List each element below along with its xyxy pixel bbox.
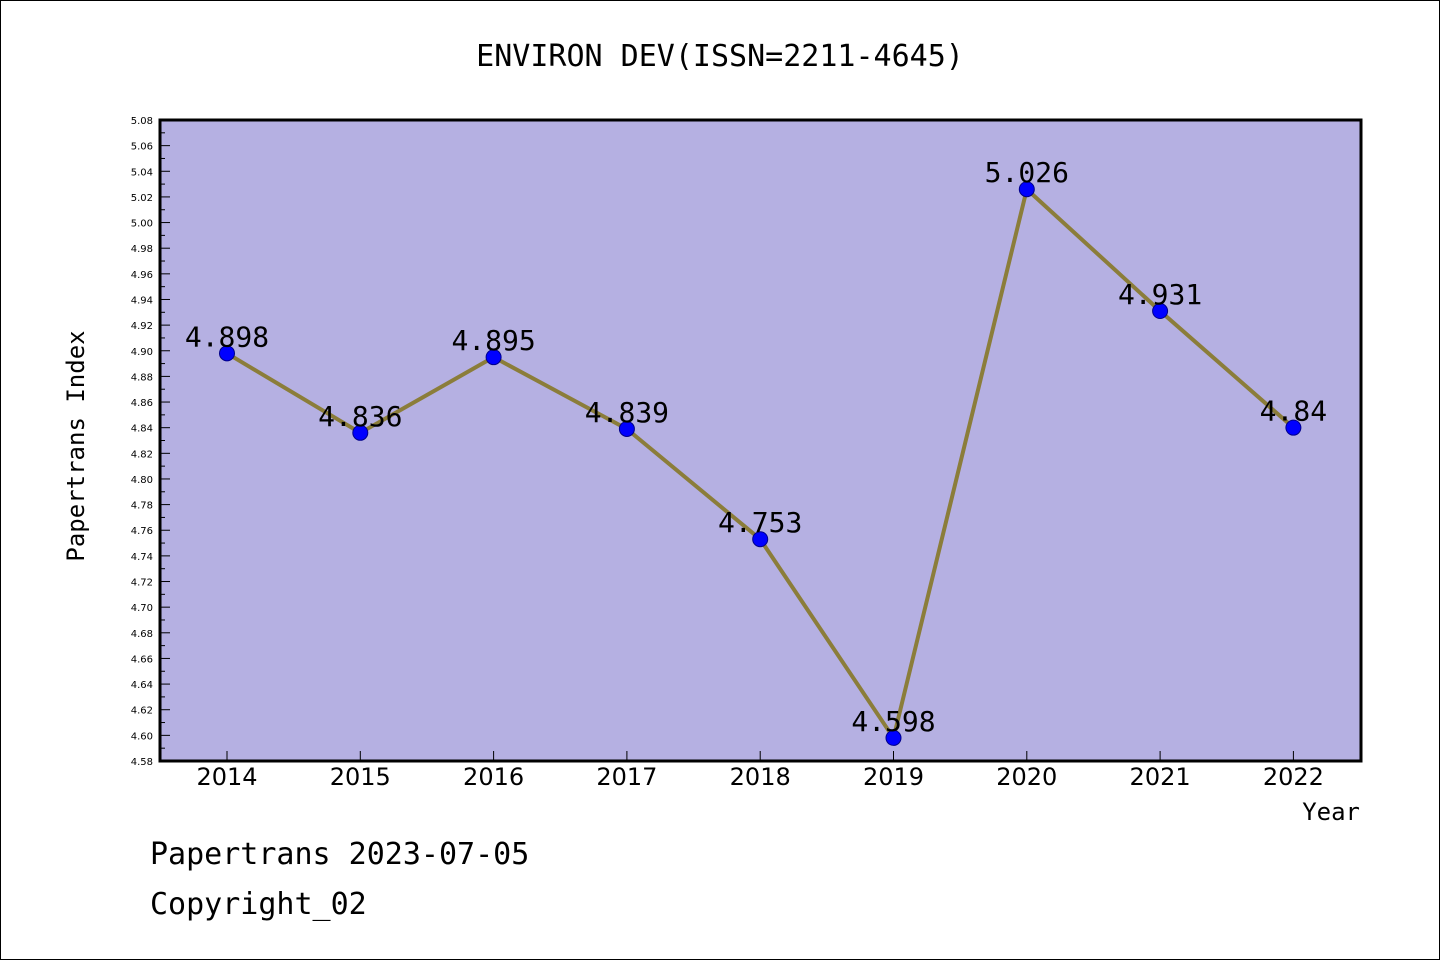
data-label: 4.836 — [318, 400, 402, 433]
data-point — [1285, 419, 1302, 436]
data-label: 4.84 — [1260, 395, 1327, 428]
y-tick-label: 5.04 — [131, 167, 153, 178]
y-tick-label: 4.84 — [131, 424, 153, 435]
y-tick-label: 4.86 — [131, 398, 153, 409]
data-point — [885, 729, 902, 746]
y-tick-label: 4.82 — [131, 449, 153, 460]
plot-area — [158, 118, 1363, 763]
y-tick-label: 4.62 — [131, 706, 153, 717]
x-tick-label: 2021 — [1130, 763, 1191, 791]
data-label: 4.898 — [185, 320, 269, 353]
data-label: 5.026 — [985, 156, 1069, 189]
data-point — [752, 531, 769, 548]
y-tick-label: 4.68 — [131, 629, 153, 640]
chart-title: ENVIRON DEV(ISSN=2211-4645) — [476, 39, 964, 74]
y-tick-label: 4.90 — [131, 347, 153, 358]
x-tick-label: 2020 — [996, 763, 1057, 791]
data-point — [485, 349, 502, 366]
x-tick-label: 2017 — [596, 763, 657, 791]
y-tick-label: 4.72 — [131, 578, 153, 589]
data-label: 4.895 — [451, 324, 535, 357]
data-point — [1018, 181, 1035, 198]
data-labels: 4.898 4.836 4.895 4.839 4.753 4.598 5.026 4.931… — [185, 156, 1327, 738]
data-label: 4.839 — [585, 396, 669, 429]
y-tick-label: 4.94 — [131, 295, 153, 306]
data-point — [219, 345, 235, 362]
y-tick-label: 4.74 — [131, 552, 153, 563]
x-tick-label: 2014 — [196, 763, 257, 791]
y-tick-label: 5.02 — [131, 193, 153, 204]
y-tick-label: 4.98 — [131, 244, 153, 255]
footer-date: Papertrans 2023-07-05 — [150, 837, 529, 872]
x-axis-title: Year — [1302, 798, 1360, 826]
y-axis-title: Papertrans Index — [62, 330, 90, 561]
y-tick-label: 4.70 — [131, 603, 153, 614]
x-tick-label: 2018 — [730, 763, 791, 791]
footer-copyright: Copyright_02 — [150, 887, 367, 922]
data-label: 4.598 — [851, 705, 935, 738]
series-points — [219, 181, 1302, 746]
y-tick-label: 4.66 — [131, 654, 153, 665]
data-point — [352, 424, 369, 441]
y-tick-label: 4.80 — [131, 475, 153, 486]
x-tick-label: 2022 — [1263, 763, 1324, 791]
y-tick-label: 4.64 — [131, 680, 153, 691]
x-tick-label: 2019 — [863, 763, 924, 791]
y-tick-label: 4.60 — [131, 731, 153, 742]
data-label: 4.931 — [1118, 278, 1202, 311]
y-tick-label: 4.58 — [131, 757, 153, 768]
y-tick-label: 4.76 — [131, 526, 153, 537]
data-point — [1152, 303, 1169, 320]
y-tick-label: 5.00 — [131, 219, 153, 230]
x-tick-label: 2016 — [463, 763, 524, 791]
y-tick-label: 5.08 — [131, 116, 153, 127]
data-label: 4.753 — [718, 506, 802, 539]
y-tick-label: 4.96 — [131, 270, 153, 281]
x-axis: 2014 2015 2016 2017 2018 2019 2020 2021 2022 — [196, 751, 1324, 791]
y-tick-label: 4.88 — [131, 372, 153, 383]
y-axis: 4.58 4.60 4.62 4.64 4.66 4.68 4.70 4.72 4.74 4.76… — [131, 116, 170, 768]
y-tick-label: 4.92 — [131, 321, 153, 332]
x-tick-label: 2015 — [330, 763, 391, 791]
y-tick-label: 4.78 — [131, 501, 153, 512]
data-point — [618, 420, 635, 437]
y-tick-label: 5.06 — [131, 142, 153, 153]
